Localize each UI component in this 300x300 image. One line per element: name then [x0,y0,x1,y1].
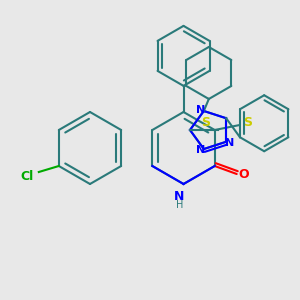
Text: H: H [176,200,183,210]
Text: N: N [174,190,185,202]
Text: N: N [196,145,206,155]
Text: S: S [243,116,252,130]
Text: Cl: Cl [20,169,33,182]
Text: O: O [238,167,249,181]
Text: N: N [225,138,234,148]
Text: N: N [196,105,206,115]
Text: S: S [201,116,210,128]
